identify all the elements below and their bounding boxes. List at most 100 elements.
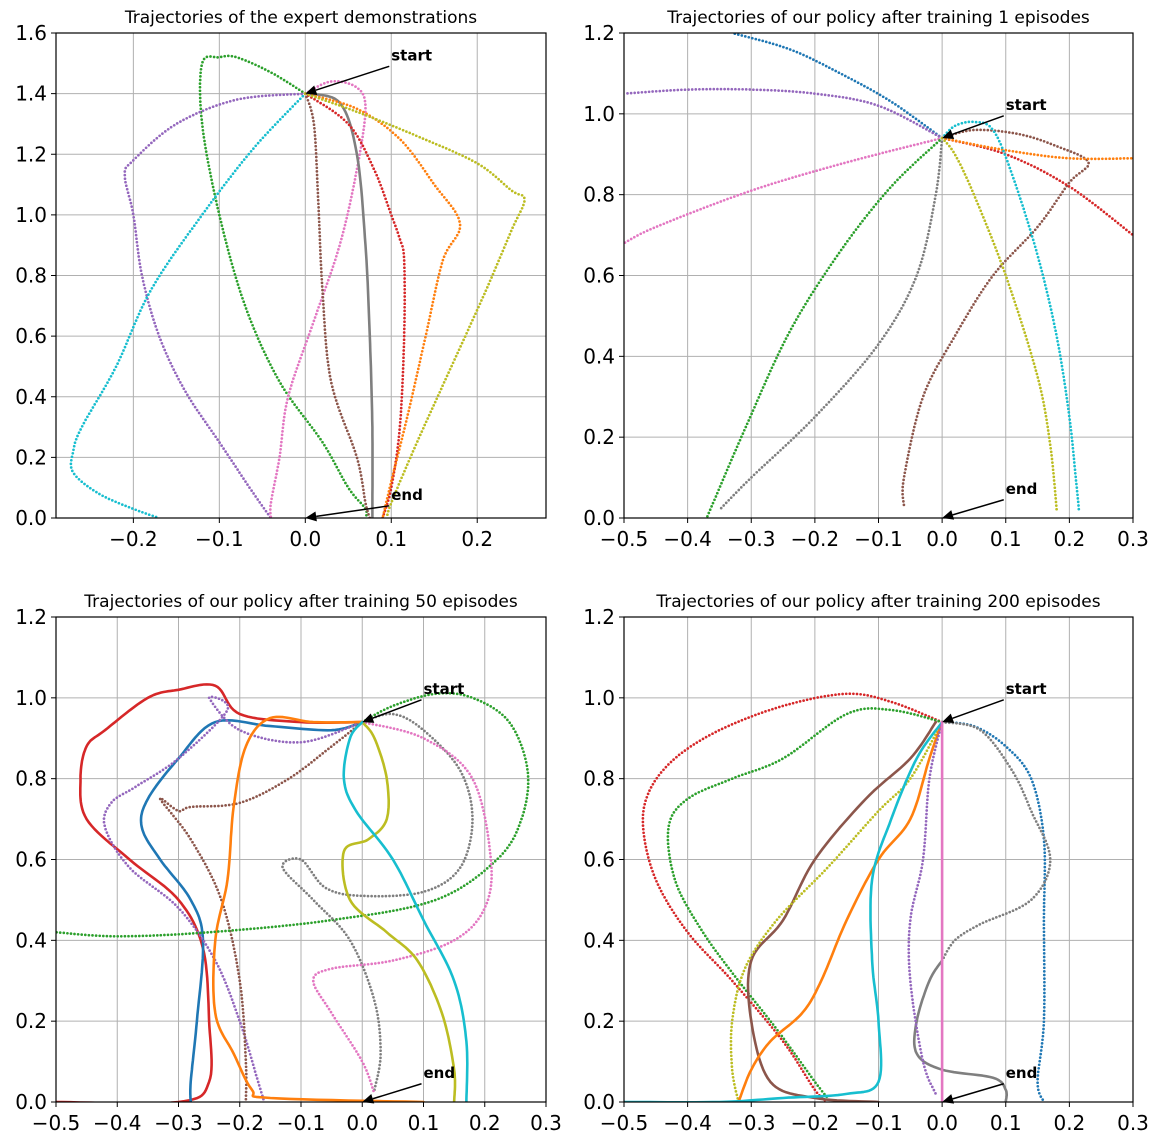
data-point [321, 288, 324, 292]
data-point [742, 986, 746, 990]
data-point [669, 863, 673, 867]
data-point [375, 723, 378, 727]
data-point [850, 159, 853, 163]
data-point [1016, 246, 1020, 250]
data-point [640, 90, 644, 94]
data-point [997, 256, 1001, 259]
data-point [861, 363, 864, 366]
data-point [326, 80, 330, 84]
data-point [430, 304, 434, 307]
data-point [91, 934, 94, 937]
data-point [1070, 439, 1074, 443]
data-point [226, 707, 230, 710]
data-point [911, 163, 915, 167]
data-point [1008, 166, 1012, 170]
data-point [1006, 159, 1009, 163]
data-point [80, 933, 84, 936]
data-point [917, 267, 921, 271]
data-point [633, 91, 637, 95]
data-point [188, 919, 191, 923]
data-point [388, 486, 392, 490]
data-point [1043, 865, 1047, 869]
data-point [907, 937, 911, 940]
data-point [451, 149, 455, 153]
data-point [902, 146, 906, 149]
data-point [463, 335, 467, 338]
data-point [1070, 432, 1073, 436]
data-point [135, 237, 138, 241]
data-point [969, 142, 972, 146]
data-point [477, 162, 480, 166]
data-point [972, 128, 975, 132]
data-point [501, 852, 505, 855]
data-point [239, 986, 243, 990]
data-point [338, 472, 342, 475]
data-point [361, 504, 365, 507]
data-point [678, 920, 682, 924]
data-point [399, 406, 403, 410]
data-point [965, 176, 968, 179]
data-point [471, 878, 475, 882]
data-point [1020, 200, 1023, 204]
data-point [402, 430, 405, 434]
data-point [490, 866, 493, 870]
data-point [371, 722, 375, 726]
data-point [193, 843, 196, 847]
data-point [1024, 238, 1027, 242]
data-point [287, 874, 290, 878]
data-point [228, 721, 231, 725]
data-point [887, 699, 890, 703]
data-point [318, 245, 322, 249]
data-point [191, 932, 195, 935]
data-point [645, 229, 649, 233]
data-point [1041, 884, 1045, 888]
data-point [729, 1040, 733, 1043]
data-point [989, 738, 993, 742]
data-point [106, 834, 110, 838]
data-point [821, 275, 825, 279]
data-point [680, 88, 683, 92]
data-point [962, 931, 966, 935]
data-point [235, 98, 239, 101]
data-point [445, 198, 448, 202]
data-point [315, 162, 318, 166]
data-point [263, 133, 267, 137]
data-point [766, 88, 770, 92]
data-point [454, 354, 458, 358]
data-point [669, 219, 672, 223]
data-point [992, 130, 996, 134]
data-point [1007, 163, 1010, 166]
data-point [802, 53, 805, 57]
data-point [512, 727, 515, 731]
data-point [975, 297, 979, 300]
data-point [427, 888, 430, 892]
data-point [902, 500, 905, 503]
data-point [239, 729, 243, 733]
data-point [295, 923, 299, 926]
data-point [503, 715, 507, 719]
data-point [201, 417, 205, 421]
data-point [458, 866, 462, 869]
data-point [292, 923, 295, 927]
data-point [710, 943, 713, 947]
data-point [253, 95, 257, 99]
data-point [825, 166, 829, 170]
data-point [950, 126, 954, 130]
data-point [914, 1023, 918, 1026]
data-point [282, 868, 286, 872]
data-point [798, 700, 802, 703]
data-point [316, 188, 320, 191]
data-point [781, 343, 785, 347]
data-point [712, 946, 715, 950]
data-point [409, 698, 413, 701]
data-point [972, 192, 976, 196]
data-point [379, 183, 383, 187]
data-point [1049, 446, 1053, 450]
data-point [911, 115, 915, 119]
data-point [913, 1016, 917, 1019]
data-point [525, 764, 529, 768]
data-point [282, 415, 286, 419]
data-point [754, 37, 758, 41]
data-point [278, 118, 282, 121]
data-point [216, 888, 219, 892]
